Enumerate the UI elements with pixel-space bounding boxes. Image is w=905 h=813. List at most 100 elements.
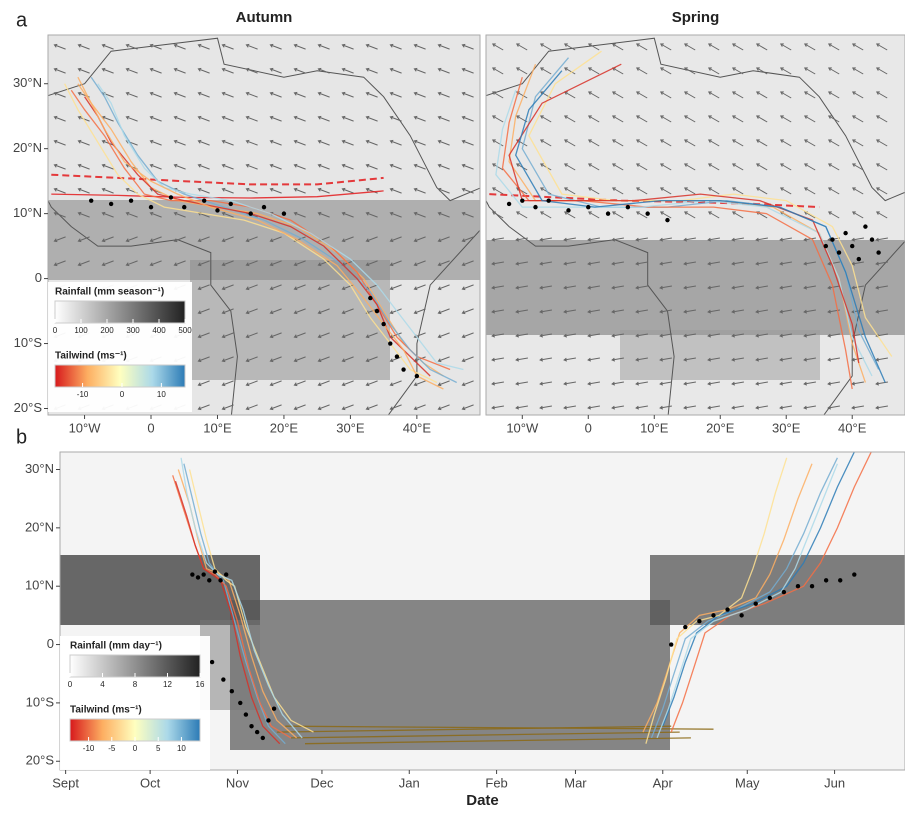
legend-tick-label: 500 [178,326,192,335]
stopover-point [168,195,174,200]
stopover-point [665,217,670,223]
stopover-point [215,208,220,213]
track [508,63,860,364]
x-tick-label: 10°E [203,420,232,435]
legend-tick-label: 8 [133,680,138,689]
x-axis-title: Date [466,792,499,809]
y-tick-label: 20°N [13,140,42,155]
rainfall-background [48,35,905,770]
track [304,737,691,745]
y-tick-label: 30°N [13,75,42,90]
x-tick-label: 0 [147,420,154,435]
legend-tick-label: 300 [126,326,140,335]
wind-arrows [53,43,474,411]
stopover-point [243,712,249,717]
legend-tick-label: 4 [100,680,105,689]
stopover-point [863,224,868,229]
stopover-point [190,572,195,577]
stopover-point [850,243,855,249]
plot-frame [485,34,905,416]
stopover-point [128,198,134,203]
track [662,452,855,727]
x-tick-label: Sept [52,775,79,790]
y-tick-label: 0 [35,270,42,285]
track [90,76,457,384]
panel-label: b [16,426,27,448]
stopover-point [506,201,512,207]
stopover-point [852,572,857,577]
stopover-point [401,367,406,372]
y-tick-label: 0 [47,636,54,651]
x-tick-label: 10°W [506,420,539,435]
stopover-point [725,607,730,612]
plot-area [486,37,905,415]
stopover-point [795,584,801,589]
legend-title: Tailwind (ms⁻¹) [70,705,142,716]
x-tick-label: Oct [140,775,161,790]
track [645,457,788,744]
stopover-point [249,724,254,729]
stopover-point [212,569,218,574]
stopover-point [388,341,393,346]
track [51,173,384,186]
coastline [486,37,905,415]
stopover-point [201,198,207,203]
track [64,83,438,384]
plot-area [172,452,872,745]
x-tick-label: 10°W [69,420,102,435]
stopover-point [605,211,611,216]
stopover-point [381,321,386,327]
stopover-point [823,578,829,583]
stopover-point [753,601,758,606]
plot-frame [47,34,481,416]
stopover-point [520,198,525,203]
y-tick-label: 10°N [13,205,42,220]
legend-tick-label: 0 [133,744,138,753]
stopover-point [586,204,591,210]
stopover-point [266,718,271,723]
stopover-point [669,642,674,647]
stopover-point [248,211,253,216]
track [77,76,444,390]
stopover-point [201,572,206,577]
track [656,463,839,739]
track [514,70,886,383]
x-tick-label: Jan [399,775,420,790]
track [521,57,880,370]
track [290,731,680,739]
stopover-point [838,578,843,583]
x-tick-label: 40°E [838,420,867,435]
y-tick-label: 20°S [26,753,55,768]
stopover-point [261,204,267,210]
legend-tick-label: 400 [152,326,166,335]
legend-tick-label: 10 [177,744,186,753]
x-tick-label: Apr [653,775,674,790]
x-tick-label: 20°E [706,420,735,435]
stopover-point [229,689,235,694]
x-tick-label: 20°E [270,420,299,435]
y-tick-label: 10°S [26,694,55,709]
stopover-point [711,613,716,618]
panel-title: Spring [672,9,720,26]
coastline [48,37,480,415]
stopover-point [645,211,650,216]
stopover-point [546,198,551,203]
stopover-point [228,201,233,207]
stopover-point [823,243,829,249]
stopover-point [843,230,848,236]
track [51,190,384,199]
plot-frame [59,451,905,771]
stopover-point [566,208,571,213]
stopover-point [254,729,260,735]
x-tick-label: 10°E [640,420,669,435]
stopover-point [683,624,688,630]
x-tick-label: Nov [226,775,250,790]
stopover-point [195,575,201,580]
color-bar [54,364,186,388]
stopover-point [414,373,420,379]
panel-label: a [16,9,28,31]
track [670,452,872,733]
track [501,77,853,390]
legend-title: Tailwind (ms⁻¹) [55,351,127,362]
legend-tick-label: 10 [157,390,166,399]
